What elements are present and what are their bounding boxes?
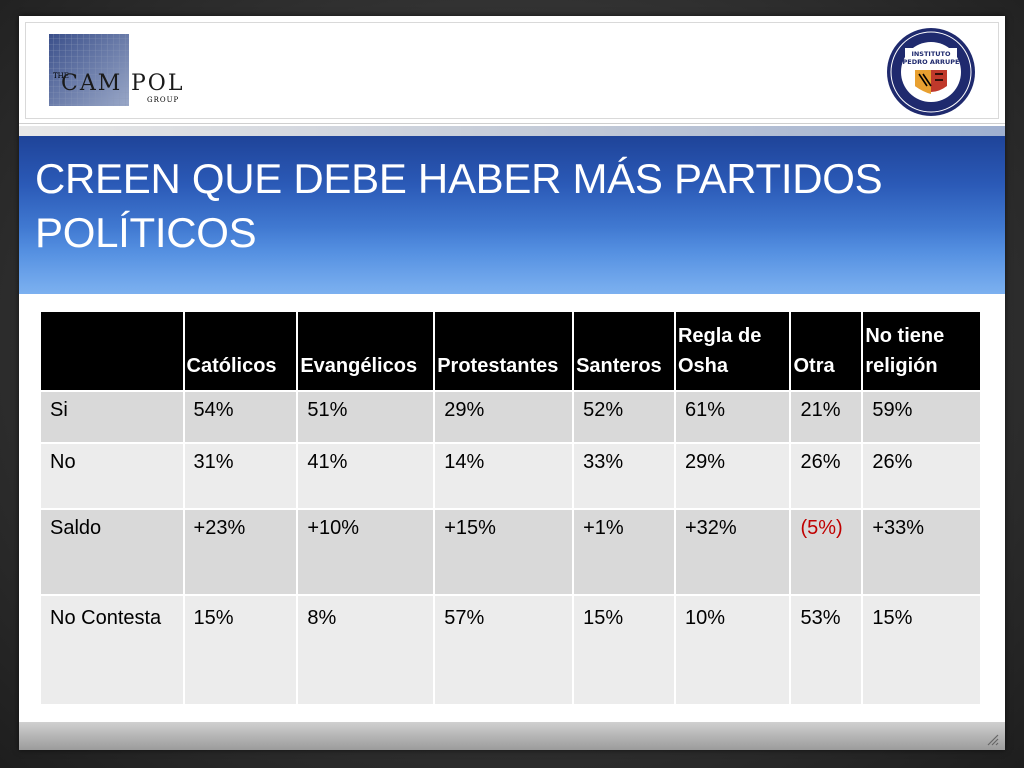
slide-title: CREEN QUE DEBE HABER MÁS PARTIDOS POLÍTI…: [35, 155, 883, 256]
table-area: Católicos Evangélicos Protestantes Sante…: [19, 294, 1005, 728]
header-no-tiene-religion: No tiene religión: [861, 310, 982, 392]
table-row-si: Si 54% 51% 29% 52% 61% 21% 59%: [39, 390, 982, 444]
table-cell: 10%: [673, 594, 792, 706]
header-evangelicos: Evangélicos: [296, 310, 436, 392]
table-cell: +15%: [433, 508, 575, 596]
table-cell: 15%: [182, 594, 299, 706]
logo-top-text: THE: [53, 72, 69, 80]
campol-logo: THE CAM POL GROUP: [49, 34, 184, 106]
title-band: CREEN QUE DEBE HABER MÁS PARTIDOS POLÍTI…: [19, 126, 1005, 294]
table-cell: 33%: [572, 442, 676, 510]
row-label: No Contesta: [39, 594, 185, 706]
table-cell: 29%: [433, 390, 575, 444]
table-cell: +10%: [296, 508, 436, 596]
footer-bar: [19, 722, 1005, 750]
table-row-no: No 31% 41% 14% 33% 29% 26% 26%: [39, 442, 982, 510]
table-cell: 51%: [296, 390, 436, 444]
table-row-saldo: Saldo +23% +10% +15% +1% +32% (5%) +33%: [39, 508, 982, 596]
table-cell: 52%: [572, 390, 676, 444]
table-cell: +23%: [182, 508, 299, 596]
table-cell: 8%: [296, 594, 436, 706]
logo-brand-a: CAM: [61, 71, 122, 96]
table-cell: 31%: [182, 442, 299, 510]
table-cell: 21%: [789, 390, 864, 444]
row-label: Saldo: [39, 508, 185, 596]
seal-line1: INSTITUTO: [911, 50, 951, 58]
logo-brand-b: POL: [131, 71, 184, 96]
table-cell: 26%: [789, 442, 864, 510]
table-cell: 61%: [673, 390, 792, 444]
table-cell: 41%: [296, 442, 436, 510]
table-cell: 53%: [789, 594, 864, 706]
table-cell: +33%: [861, 508, 982, 596]
table-cell: 14%: [433, 442, 575, 510]
header-protestantes: Protestantes: [433, 310, 575, 392]
table-header-row: Católicos Evangélicos Protestantes Sante…: [39, 310, 982, 392]
table-cell: +1%: [572, 508, 676, 596]
table-cell: 15%: [861, 594, 982, 706]
header-cell-empty: [39, 310, 185, 392]
results-table: Católicos Evangélicos Protestantes Sante…: [39, 310, 982, 706]
resize-grip-icon: [987, 734, 999, 746]
table-cell: 54%: [182, 390, 299, 444]
slide-header: THE CAM POL GROUP INSTITUTO PEDRO ARRUPE: [19, 16, 1005, 124]
table-cell: 15%: [572, 594, 676, 706]
table-cell-negative: (5%): [789, 508, 864, 596]
table-cell: +32%: [673, 508, 792, 596]
header-otra: Otra: [789, 310, 864, 392]
header-santeros: Santeros: [572, 310, 676, 392]
header-frame: [25, 22, 999, 119]
seal-line2: PEDRO ARRUPE: [903, 58, 960, 66]
slide: THE CAM POL GROUP INSTITUTO PEDRO ARRUPE…: [19, 16, 1005, 750]
row-label: No: [39, 442, 185, 510]
header-catolicos: Católicos: [182, 310, 299, 392]
table-row-no-contesta: No Contesta 15% 8% 57% 15% 10% 53% 15%: [39, 594, 982, 706]
pedro-arrupe-seal: INSTITUTO PEDRO ARRUPE: [887, 28, 975, 116]
table-cell: 59%: [861, 390, 982, 444]
table-cell: 57%: [433, 594, 575, 706]
table-cell: 29%: [673, 442, 792, 510]
logo-bottom-text: GROUP: [147, 96, 179, 104]
row-label: Si: [39, 390, 185, 444]
header-regla-de-osha: Regla de Osha: [673, 310, 792, 392]
table-cell: 26%: [861, 442, 982, 510]
